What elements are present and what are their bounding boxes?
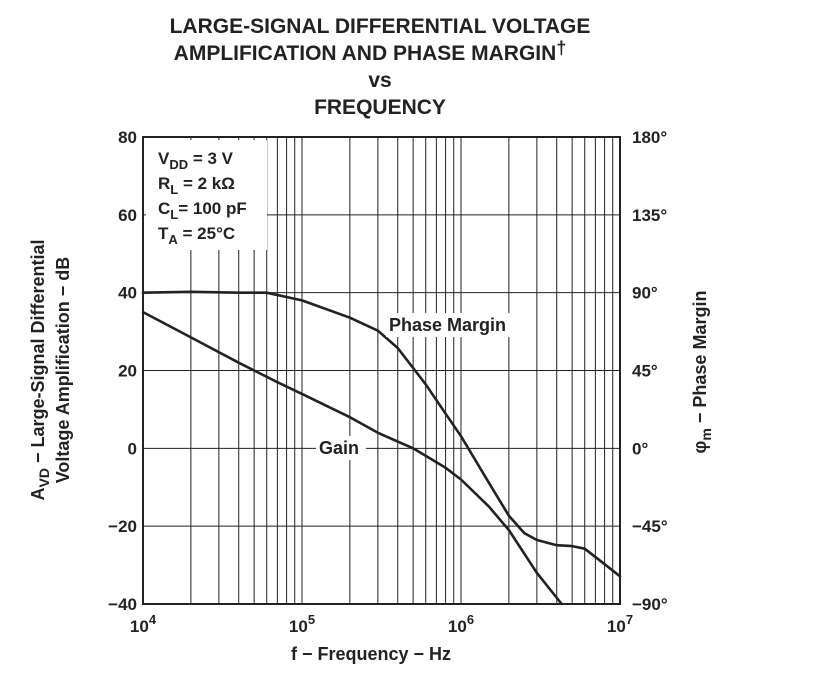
y-axis-label-left-line2: Voltage Amplification − dB xyxy=(53,257,73,484)
condition-rl: RL = 2 kΩ xyxy=(158,174,235,197)
y-left-sub: VD xyxy=(36,468,52,487)
x-axis-label: f − Frequency − Hz xyxy=(291,644,451,664)
y-left-tick-label: −20 xyxy=(108,517,137,536)
y-right-tick-label: 90° xyxy=(632,284,658,303)
y-left-tick-label: 40 xyxy=(118,284,137,303)
y-right-tick-label: 45° xyxy=(632,362,658,381)
title-line-3: vs xyxy=(368,69,391,92)
condition-vdd: VDD = 3 V xyxy=(158,149,234,172)
title-dagger: † xyxy=(556,38,566,58)
x-tick-label: 105 xyxy=(289,612,315,636)
title-line-2: AMPLIFICATION AND PHASE MARGIN† xyxy=(174,38,567,65)
phase-margin-curve xyxy=(141,290,622,578)
svg-text:Voltage Amplification − dB: Voltage Amplification − dB xyxy=(53,257,73,484)
phase-label-bg xyxy=(386,313,520,337)
y-left-tick-label: 20 xyxy=(118,362,137,381)
y-axis-label-left: AVD − Large-Signal Differential xyxy=(28,239,52,500)
y-right-tick-label: −90° xyxy=(632,595,668,614)
svg-text:φm − Phase Margin: φm − Phase Margin xyxy=(690,291,714,454)
y-right-tick-label: 0° xyxy=(632,439,648,458)
y-left-tick-label: 0 xyxy=(128,439,137,458)
gain-label-bg xyxy=(316,436,366,460)
y-right-rest: − Phase Margin xyxy=(690,291,710,429)
y-right-sub: m xyxy=(698,428,714,440)
y-right-symbol: φ xyxy=(690,440,710,453)
phase-margin-label: Phase Margin xyxy=(389,315,506,335)
x-tick-label: 104 xyxy=(130,612,157,636)
grid xyxy=(143,137,620,604)
tick-labels: 806040200−20−40180°135°90°45°0°−45°−90°1… xyxy=(108,128,668,636)
chart-title: LARGE-SIGNAL DIFFERENTIAL VOLTAGE AMPLIF… xyxy=(170,15,591,119)
y-left-rest: − Large-Signal Differential xyxy=(28,239,48,468)
y-axis-label-right: φm − Phase Margin xyxy=(690,291,714,454)
gain-curve xyxy=(141,310,563,606)
title-line-1: LARGE-SIGNAL DIFFERENTIAL VOLTAGE xyxy=(170,15,591,38)
condition-cl: CL= 100 pF xyxy=(158,199,247,222)
x-tick-label: 107 xyxy=(607,612,633,636)
x-tick-label: 106 xyxy=(448,612,474,636)
conditions-box xyxy=(146,140,267,250)
y-left-tick-label: 80 xyxy=(118,128,137,147)
y-left-tick-label: −40 xyxy=(108,595,137,614)
y-right-tick-label: 180° xyxy=(632,128,667,147)
y-right-tick-label: 135° xyxy=(632,206,667,225)
y-right-tick-label: −45° xyxy=(632,517,668,536)
y-left-symbol: A xyxy=(28,488,48,501)
svg-text:AVD − Large-Signal Differentia: AVD − Large-Signal Differential xyxy=(28,239,52,500)
title-line-4: FREQUENCY xyxy=(314,96,446,119)
gain-label: Gain xyxy=(319,438,359,458)
y-left-tick-label: 60 xyxy=(118,206,137,225)
plot-frame xyxy=(142,136,621,605)
condition-ta: TA = 25°C xyxy=(158,224,235,247)
conditions: VDD = 3 V RL = 2 kΩ CL= 100 pF TA = 25°C xyxy=(158,149,247,247)
